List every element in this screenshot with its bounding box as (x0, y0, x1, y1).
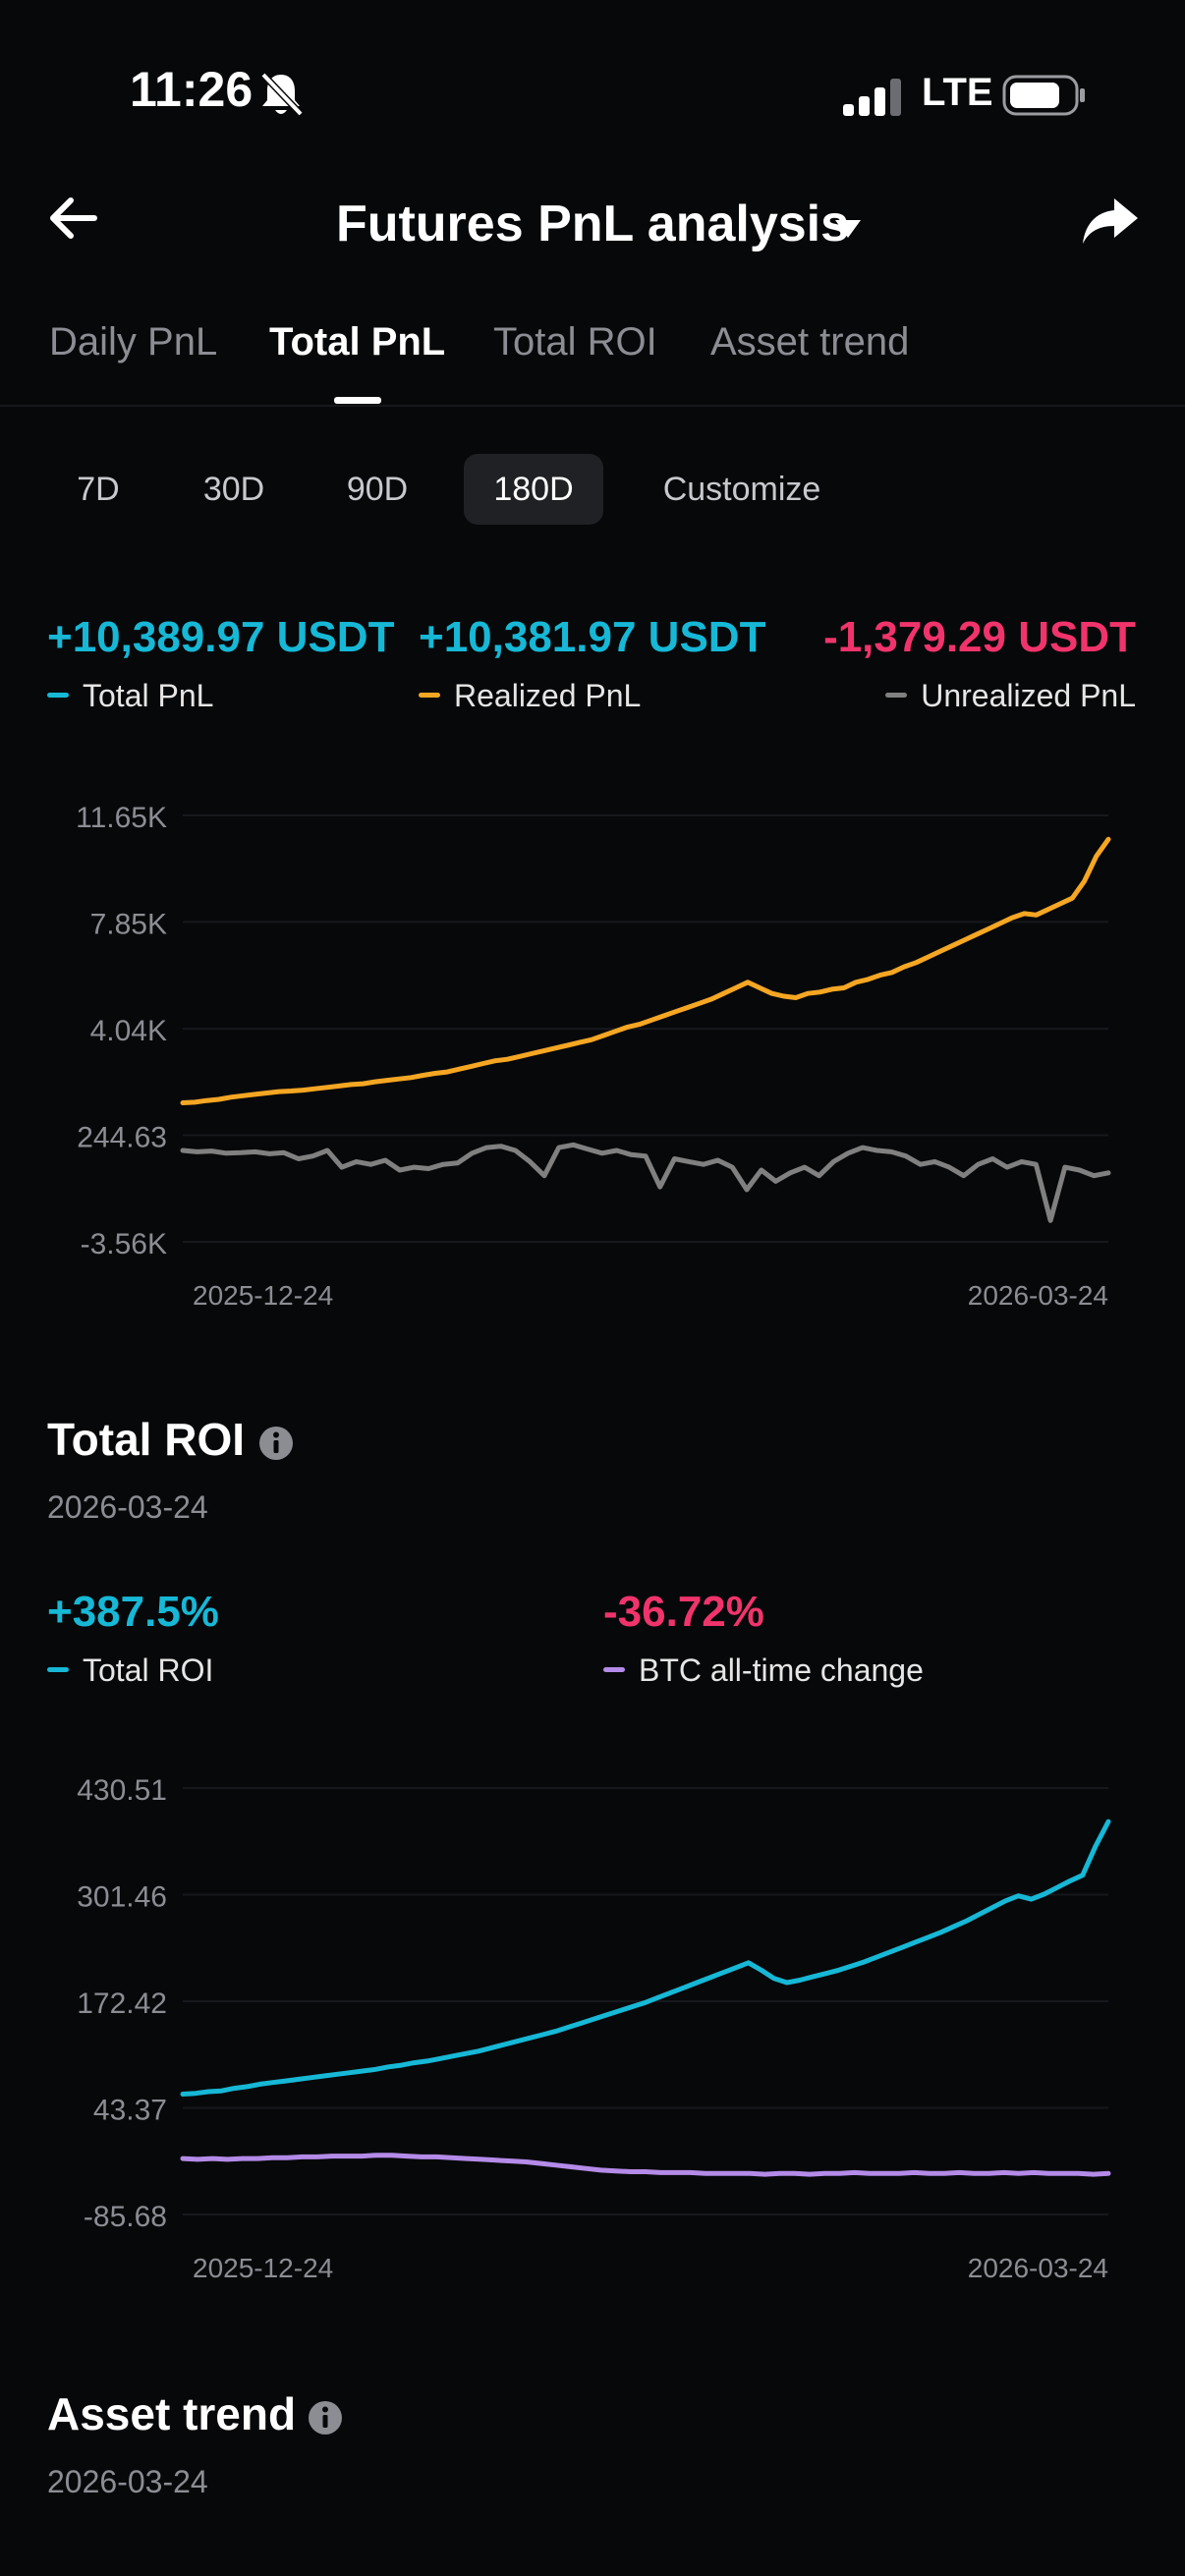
battery-icon (1002, 75, 1085, 116)
tab-daily-pnl[interactable]: Daily PnL (49, 320, 218, 364)
roi-date: 2026-03-24 (47, 1489, 208, 1525)
roi-chart[interactable]: 430.51 301.46 172.42 43.37 -85.68 2025-12-24 2… (0, 1749, 1185, 2299)
range-7d[interactable]: 7D (77, 471, 120, 508)
y-tick-label: -85.68 (84, 2201, 167, 2233)
legend-realized-pnl: Realized PnL (419, 678, 641, 714)
y-tick-label: 244.63 (77, 1121, 167, 1153)
tab-total-roi[interactable]: Total ROI (493, 320, 657, 364)
info-icon[interactable] (257, 1425, 295, 1462)
legend-unrealized-pnl: Unrealized PnL (885, 678, 1136, 714)
active-tab-indicator (334, 397, 381, 404)
asset-section-title: Asset trend (47, 2388, 297, 2439)
unrealized-pnl-value: -1,379.29 USDT (823, 613, 1136, 661)
y-tick-label: 11.65K (76, 802, 167, 834)
range-30d[interactable]: 30D (202, 471, 265, 508)
series-line (180, 836, 1111, 1105)
y-tick-label: 43.37 (93, 2094, 167, 2126)
pnl-chart[interactable]: 11.65K 7.85K 4.04K 244.63 -3.56K 2025-12-24 20… (0, 776, 1185, 1326)
cellular-signal-icon (843, 79, 901, 116)
series-line (180, 2153, 1111, 2177)
y-tick-label: 4.04K (90, 1015, 167, 1047)
tab-bar: Daily PnL Total PnL Total ROI Asset tren… (0, 320, 1185, 405)
series-line (180, 1819, 1111, 2097)
chevron-down-icon[interactable] (833, 218, 863, 240)
back-arrow-icon[interactable] (45, 195, 100, 242)
total-pnl-value: +10,389.97 USDT (47, 613, 395, 661)
tab-asset-trend[interactable]: Asset trend (710, 320, 910, 364)
range-180d[interactable]: 180D (464, 454, 603, 525)
x-tick-label: 2026-03-24 (968, 1280, 1108, 1311)
page-title[interactable]: Futures PnL analysis (335, 196, 850, 252)
total-roi-value: +387.5% (47, 1588, 219, 1636)
tab-total-pnl[interactable]: Total PnL (269, 320, 446, 364)
roi-section-title: Total ROI (47, 1414, 246, 1465)
range-customize[interactable]: Customize (662, 471, 821, 508)
range-90d[interactable]: 90D (346, 471, 409, 508)
bell-muted-icon (260, 72, 304, 117)
legend-total-roi: Total ROI (47, 1652, 213, 1689)
btc-change-value: -36.72% (603, 1588, 764, 1636)
x-tick-label: 2025-12-24 (193, 1280, 333, 1311)
asset-date: 2026-03-24 (47, 2464, 208, 2499)
info-icon[interactable] (307, 2399, 344, 2436)
legend-btc-change: BTC all-time change (603, 1652, 924, 1689)
y-tick-label: 172.42 (77, 1988, 167, 2020)
x-tick-label: 2025-12-24 (193, 2253, 333, 2283)
y-tick-label: -3.56K (81, 1228, 167, 1260)
network-type: LTE (922, 71, 993, 114)
tabs-divider (0, 405, 1185, 407)
legend-total-pnl: Total PnL (47, 678, 213, 714)
y-tick-label: 430.51 (77, 1774, 167, 1807)
status-time: 11:26 (130, 62, 254, 117)
series-line (180, 1142, 1111, 1223)
x-tick-label: 2026-03-24 (968, 2253, 1108, 2283)
share-icon[interactable] (1081, 196, 1140, 248)
y-tick-label: 301.46 (77, 1881, 167, 1914)
y-tick-label: 7.85K (90, 908, 167, 940)
realized-pnl-value: +10,381.97 USDT (419, 613, 766, 661)
